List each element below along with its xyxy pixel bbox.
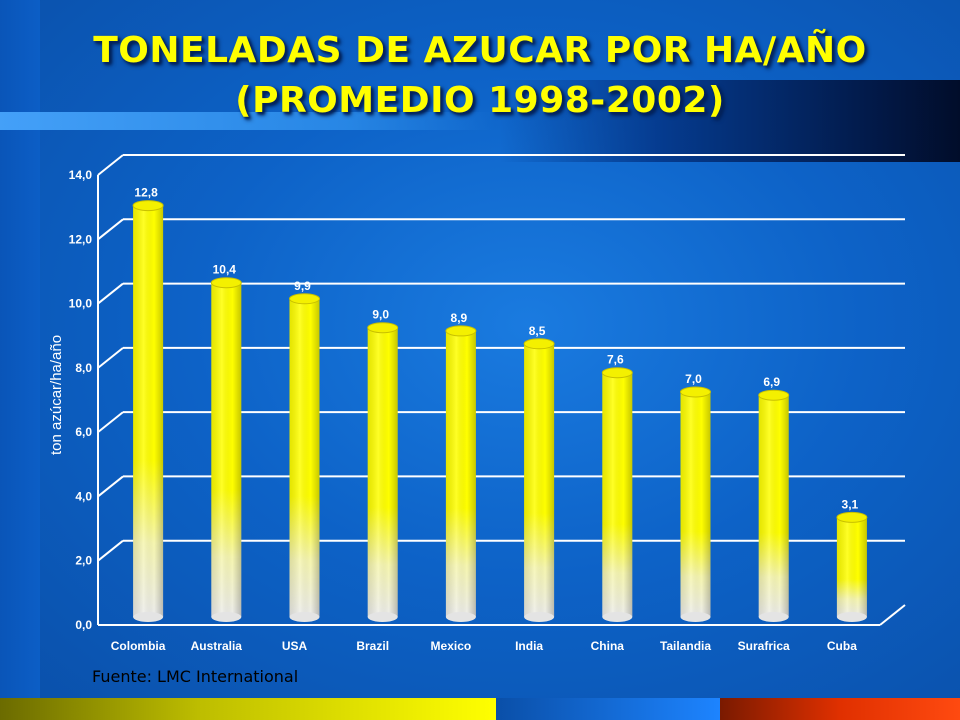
data-label: 12,8	[134, 186, 158, 200]
category-label: Mexico	[431, 639, 472, 653]
grid-line-diagonal	[97, 411, 124, 433]
bar-top	[601, 367, 633, 379]
bar	[367, 322, 399, 622]
title-line-2: (PROMEDIO 1998-2002)	[235, 80, 725, 121]
bar	[210, 277, 242, 622]
category-labels: Colombia Australia USA Brazil Mexico India Chi…	[111, 639, 857, 653]
footer-bar-red	[720, 698, 960, 720]
grid-line-diagonal	[97, 218, 124, 241]
bar-shade	[524, 343, 555, 617]
category-label: Australia	[191, 639, 243, 653]
source-note: Fuente: LMC International	[92, 667, 299, 686]
category-label: India	[515, 639, 543, 653]
bar-base	[289, 612, 320, 622]
category-label: USA	[282, 639, 308, 653]
bar-base	[758, 612, 789, 622]
bar-top	[445, 325, 477, 337]
decorative-light-band	[0, 112, 495, 130]
bar-shade	[445, 330, 476, 617]
bar-shade	[680, 392, 711, 617]
category-label: Tailandia	[660, 639, 711, 653]
bars	[132, 200, 868, 622]
grid-line-diagonal	[97, 539, 124, 562]
bar	[523, 338, 555, 622]
grid-line-diagonal	[97, 282, 124, 305]
y-tick-label: 0,0	[75, 618, 92, 632]
data-labels: 12,8 10,4 9,9 9,0 8,9 8,5 7,6 7,0 6,9 3,1	[134, 186, 858, 512]
data-label: 6,9	[763, 375, 780, 389]
bar-shade	[758, 395, 789, 617]
grid-line-diagonal	[97, 347, 124, 369]
category-label: Cuba	[827, 639, 857, 653]
data-label: 8,5	[529, 324, 546, 338]
category-label: Brazil	[356, 639, 389, 653]
y-tick-label: 4,0	[75, 489, 92, 503]
bar-top	[523, 338, 555, 350]
bar-base	[133, 612, 164, 622]
y-tick-label: 14,0	[69, 168, 93, 182]
footer-bar-yellow	[0, 698, 496, 720]
grid-lines	[97, 154, 905, 562]
bar-base	[602, 612, 633, 622]
decorative-dark-band	[500, 80, 960, 162]
y-tick-label: 10,0	[69, 297, 93, 311]
bar	[836, 511, 868, 622]
bar-shade	[289, 298, 320, 617]
y-tick-label: 8,0	[75, 361, 92, 375]
category-label: Colombia	[111, 639, 166, 653]
data-label: 10,4	[213, 263, 237, 277]
y-tick-label: 6,0	[75, 425, 92, 439]
bar-shade	[211, 282, 242, 617]
data-label: 9,9	[294, 279, 311, 293]
footer-bar-blue	[496, 698, 720, 720]
bar-shade	[133, 205, 164, 618]
bar-top	[836, 511, 868, 523]
data-label: 7,6	[607, 353, 624, 367]
bar	[132, 200, 164, 622]
bar	[445, 325, 477, 622]
bar	[680, 386, 711, 622]
bar-top	[680, 386, 711, 398]
bar-base	[524, 612, 555, 622]
bar-shade	[602, 372, 633, 617]
bar-base	[367, 612, 398, 622]
x-axis-depth	[879, 604, 906, 626]
category-label: Surafrica	[738, 639, 790, 653]
bar-shade	[367, 327, 398, 617]
data-label: 8,9	[451, 311, 468, 325]
bar-base	[211, 612, 242, 622]
bar-base	[836, 612, 867, 622]
grid-line-diagonal	[97, 475, 124, 498]
bar-shade	[836, 517, 867, 617]
bar	[601, 367, 633, 622]
y-tick-label: 12,0	[69, 232, 93, 246]
category-label: China	[591, 639, 625, 653]
title-line-1: TONELADAS DE AZUCAR POR HA/AÑO	[93, 30, 867, 71]
y-tick-labels: 0,0 2,0 4,0 6,0 8,0 10,0 12,0 14,0	[69, 168, 93, 632]
data-label: 9,0	[372, 308, 389, 322]
bar-top	[367, 322, 399, 334]
bar	[289, 293, 320, 622]
y-axis-label: ton azúcar/ha/año	[48, 335, 65, 455]
data-label: 3,1	[842, 497, 859, 511]
bar-base	[680, 612, 711, 622]
data-label: 7,0	[685, 372, 702, 386]
bar-top	[289, 293, 320, 305]
axes	[97, 175, 906, 626]
bar-top	[758, 389, 790, 401]
bar-base	[445, 612, 476, 622]
bar-top	[132, 200, 164, 212]
y-tick-label: 2,0	[75, 554, 92, 568]
bar-top	[210, 277, 242, 289]
grid-line-diagonal	[97, 154, 124, 176]
bar	[758, 389, 790, 622]
